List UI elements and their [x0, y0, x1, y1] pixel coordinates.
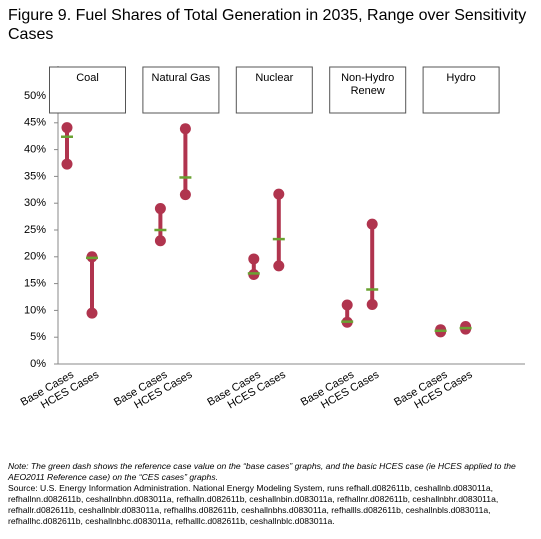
footnote: Note: The green dash shows the reference… — [8, 461, 533, 527]
source: Source: U.S. Energy Information Administ… — [8, 483, 499, 526]
y-tick-label: 35% — [24, 170, 46, 182]
high-dot — [248, 253, 260, 265]
group-box — [329, 66, 407, 114]
y-tick-label: 45% — [24, 117, 46, 129]
y-tick-label: 40% — [24, 144, 46, 156]
y-tick-label: 0% — [30, 358, 46, 370]
note: Note: The green dash shows the reference… — [8, 461, 516, 482]
group-label: Nuclear — [255, 72, 293, 84]
high-dot — [179, 123, 191, 135]
y-tick-label: 30% — [24, 197, 46, 209]
y-tick-label: 25% — [24, 224, 46, 236]
low-dot — [61, 158, 73, 170]
group-box — [422, 66, 500, 114]
low-dot — [86, 307, 98, 319]
chart: 0% 5% 10% 15% 20% 25% 30% 35% 40% 45% 50% Coal Natur… — [19, 66, 525, 412]
y-tick-label: 20% — [24, 251, 46, 263]
high-dot — [341, 299, 353, 311]
group-label: Hydro — [446, 72, 475, 84]
y-tick-label: 15% — [24, 278, 46, 290]
high-dot — [61, 122, 73, 134]
group-label: Coal — [76, 72, 99, 84]
group-box — [235, 66, 313, 114]
high-dot — [366, 218, 378, 230]
high-dot — [460, 320, 472, 332]
group-box — [142, 66, 220, 114]
group-box — [49, 66, 126, 114]
low-dot — [154, 235, 166, 247]
high-dot — [273, 188, 285, 200]
y-tick-label: 10% — [24, 304, 46, 316]
low-dot — [273, 260, 285, 272]
y-tick-label: 5% — [30, 331, 46, 343]
low-dot — [366, 299, 378, 311]
chart-title: Figure 9. Fuel Shares of Total Generatio… — [8, 7, 527, 43]
low-dot — [179, 189, 191, 201]
group-label: Non-Hydro Renew — [341, 72, 394, 97]
high-dot — [154, 203, 166, 215]
y-tick-label: 50% — [24, 90, 46, 102]
group-label: Natural Gas — [152, 72, 211, 84]
